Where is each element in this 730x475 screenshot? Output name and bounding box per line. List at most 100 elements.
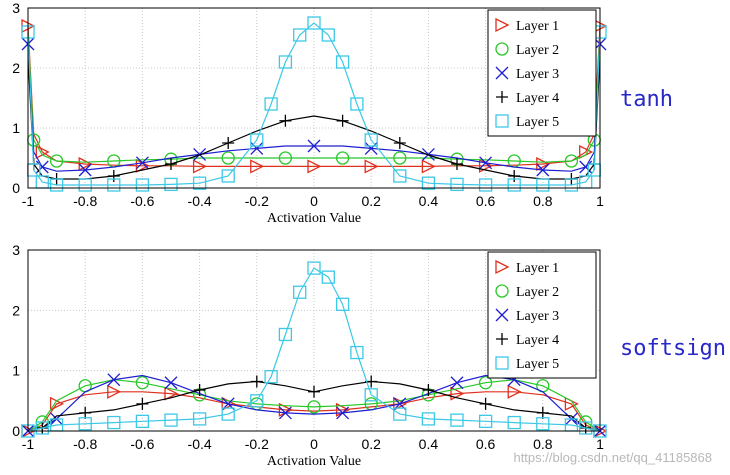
y-tick-label: 1 — [12, 363, 20, 379]
data-point — [536, 406, 549, 419]
data-point — [335, 151, 350, 165]
data-point — [507, 178, 521, 192]
legend-entry: Layer 5 — [516, 115, 559, 130]
legend-marker — [495, 114, 509, 128]
x-tick-label: 0.4 — [419, 436, 439, 452]
x-tick-label: 0.6 — [476, 193, 496, 209]
x-tick-label: 0.8 — [533, 436, 553, 452]
axes-frame — [27, 7, 601, 189]
series-line — [28, 267, 600, 431]
legend-entry: Layer 4 — [516, 91, 559, 106]
data-point — [136, 397, 149, 410]
legend-entry: Layer 5 — [516, 357, 559, 372]
activation-function-label: softsign — [620, 336, 726, 361]
data-point — [478, 178, 493, 192]
x-tick-label: 0.4 — [419, 193, 439, 209]
watermark-text: https://blog.csdn.net/qq_41185868 — [513, 450, 712, 465]
data-point — [507, 384, 522, 399]
data-point — [421, 159, 436, 174]
data-point — [278, 327, 293, 342]
data-point — [78, 417, 92, 431]
x-tick-label: 0.2 — [361, 193, 381, 209]
data-point — [78, 163, 92, 177]
legend-entry: Layer 2 — [516, 285, 559, 300]
x-tick-label: -0.4 — [188, 436, 212, 452]
data-point — [107, 384, 122, 399]
series-layer-3 — [28, 374, 600, 431]
activation-function-label: tanh — [620, 87, 673, 112]
y-tick-label: 3 — [12, 242, 20, 258]
x-tick-label: -0.8 — [73, 193, 97, 209]
data-point — [336, 114, 349, 127]
data-point — [321, 270, 335, 284]
x-tick-label: 0.8 — [533, 193, 553, 209]
data-point — [107, 178, 121, 192]
legend-marker — [495, 284, 509, 298]
data-point — [135, 178, 150, 192]
data-point — [49, 154, 64, 168]
data-point — [49, 178, 64, 192]
data-point — [135, 156, 149, 170]
data-point — [336, 406, 350, 420]
data-point — [393, 407, 407, 421]
data-point — [335, 297, 350, 311]
data-point — [422, 383, 435, 396]
data-point — [564, 178, 579, 192]
data-point — [107, 170, 120, 182]
data-point — [135, 376, 150, 390]
legend-marker — [495, 259, 510, 275]
x-tick-label: -0.2 — [245, 436, 269, 452]
legend-marker — [496, 91, 508, 103]
data-point — [222, 137, 235, 149]
legend-entry: Layer 1 — [516, 261, 559, 276]
data-point — [393, 169, 407, 183]
data-point — [321, 28, 335, 42]
chart-softsign: -1 -0.8 -0.6 -0.4 -0.2 0 0.2 0.4 0.6 0.8 1 0 1 2 3 Acti… — [12, 242, 726, 469]
x-tick-label: -0.6 — [130, 436, 154, 452]
y-tick-label: 2 — [12, 302, 20, 318]
data-point — [478, 414, 493, 428]
y-tick-label: 1 — [12, 120, 20, 136]
legend: Layer 1 Layer 2 Layer 3 Layer 4 Layer 5 — [487, 251, 597, 379]
x-tick-label: 1 — [596, 436, 604, 452]
legend-marker — [495, 42, 509, 56]
x-tick-label: 1 — [596, 193, 604, 209]
data-point — [335, 55, 350, 69]
legend-entry: Layer 1 — [516, 19, 559, 34]
data-point — [451, 158, 463, 170]
data-point — [479, 156, 493, 170]
data-point — [536, 178, 550, 192]
y-tick-label: 0 — [12, 180, 20, 196]
x-tick-label: 0 — [310, 193, 318, 209]
x-tick-label: 0 — [310, 436, 318, 452]
data-point — [192, 159, 208, 174]
series-markers — [21, 261, 607, 438]
data-point — [308, 385, 320, 398]
data-point — [508, 170, 521, 182]
data-point — [364, 388, 378, 402]
series-line — [28, 22, 600, 186]
data-point — [221, 151, 235, 165]
data-point — [164, 376, 178, 390]
data-point — [250, 394, 264, 408]
data-point — [107, 373, 121, 387]
data-point — [221, 169, 235, 183]
legend-entry: Layer 4 — [516, 333, 559, 348]
series-layer-1 — [28, 391, 600, 431]
data-point — [364, 133, 378, 147]
x-tick-label: 0.6 — [476, 436, 496, 452]
y-tick-label: 0 — [12, 423, 20, 439]
data-point — [278, 406, 292, 420]
legend-entry: Layer 3 — [516, 67, 559, 82]
legend-marker — [496, 333, 508, 345]
data-point — [364, 159, 379, 174]
data-point — [307, 139, 321, 153]
series-line — [28, 391, 600, 431]
series-line — [28, 374, 600, 431]
legend-entry: Layer 2 — [516, 43, 559, 58]
series-layer-1 — [28, 25, 600, 167]
data-point — [307, 16, 321, 30]
series-layer-2 — [28, 31, 600, 163]
data-point — [450, 386, 465, 401]
